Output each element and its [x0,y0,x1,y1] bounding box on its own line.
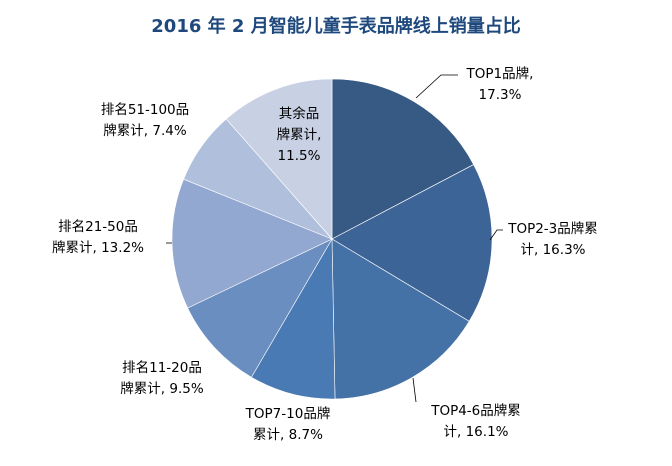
data-label: TOP2-3品牌累 [507,220,598,237]
data-label: 排名11-20品 [122,360,202,376]
data-label: TOP1品牌, [466,65,534,82]
chart-title: 2016 年 2 月智能儿童手表品牌线上销量占比 [151,16,521,37]
data-label: TOP7-10品牌 [245,405,331,422]
data-label: 排名51-100品 [101,102,189,118]
leader-line [412,377,417,403]
data-label: TOP4-6品牌累 [430,402,521,419]
data-label: 牌累计, 7.4% [103,122,187,139]
pie-slice [171,178,333,309]
data-label: 牌累计, 13.2% [52,239,144,256]
data-label: 计, 16.3% [521,242,586,258]
data-label: 牌累计, [277,126,322,143]
leader-line [489,229,503,241]
pie-slice [251,237,336,400]
pie-slice [225,78,333,240]
pie-slice [331,164,493,322]
data-label: 牌累计, 9.5% [120,380,204,397]
data-label: 其余品 [279,105,320,122]
leader-line [415,74,458,99]
pie-slice [187,238,333,378]
data-label: 排名21-50品 [58,219,138,235]
data-label: 11.5% [278,148,321,164]
pie-slice [331,78,475,240]
data-label: 累计, 8.7% [253,427,323,443]
pie-slice [331,238,470,400]
data-label: 17.3% [479,87,522,103]
data-label: 计, 16.1% [444,424,509,440]
